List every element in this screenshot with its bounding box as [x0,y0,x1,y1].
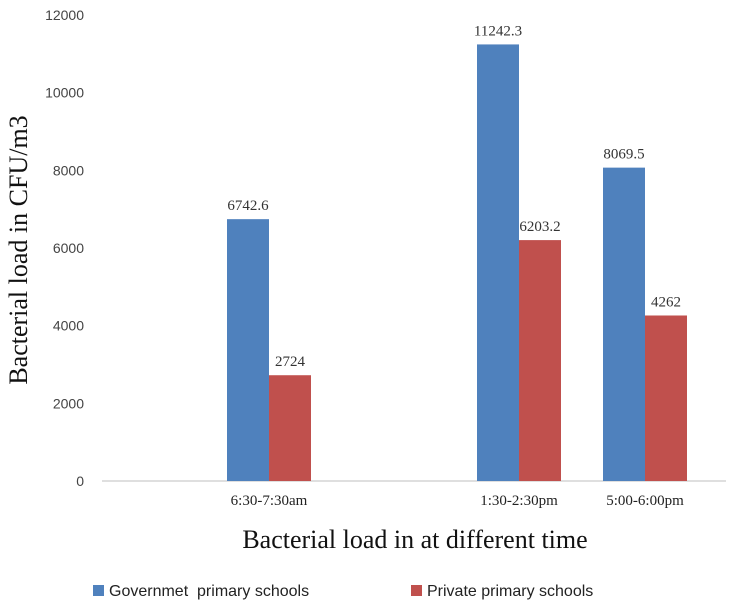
data-label: 2724 [275,354,306,370]
y-axis-title: Bacterial load in CFU/m3 [4,115,33,384]
category-label: 5:00-6:00pm [606,493,684,509]
legend-label-government: Governmet primary schools [109,583,309,600]
y-tick-label: 6000 [53,240,84,256]
y-tick-label: 12000 [45,7,84,23]
data-label: 8069.5 [603,147,644,163]
data-label: 6203.2 [519,219,560,235]
legend-swatch-private [411,585,422,596]
y-tick-label: 4000 [53,318,84,334]
bar-government-1 [477,44,519,482]
y-tick-label: 0 [76,473,84,489]
legend-swatch-government [93,585,104,596]
category-labels: 6:30-7:30am 1:30-2:30pm 5:00-6:00pm [231,493,684,509]
bar-government-2 [603,167,645,482]
bar-government-0 [227,219,269,482]
bar-private-1 [519,240,561,481]
data-label: 6742.6 [227,198,269,214]
data-labels: 6742.6 2724 11242.3 6203.2 8069.5 4262 [227,23,681,370]
legend-label-private: Private primary schools [427,583,593,600]
bars [227,44,687,482]
category-label: 1:30-2:30pm [480,493,558,509]
data-label: 4262 [651,294,681,310]
x-axis-title: Bacterial load in at different time [242,525,587,554]
y-tick-label: 2000 [53,395,84,411]
category-label: 6:30-7:30am [231,493,308,509]
y-tick-label: 10000 [45,85,84,101]
y-tick-label: 8000 [53,162,84,178]
legend: Governmet primary schools Private primar… [93,583,593,600]
data-label: 11242.3 [474,23,522,39]
y-axis-ticks: 0 2000 4000 6000 8000 10000 12000 [45,7,84,489]
bar-private-2 [645,315,687,481]
bar-private-0 [269,375,311,481]
